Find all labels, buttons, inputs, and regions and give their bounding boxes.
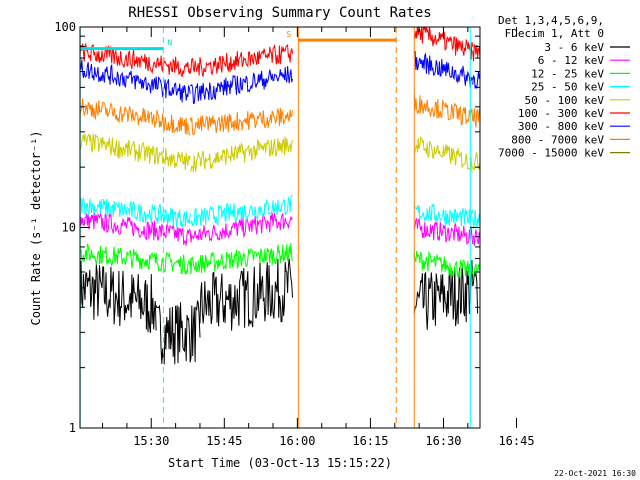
series-trace-0-1 [155,300,201,365]
series-trace-5-3 [433,31,474,60]
legend-entry-label: 25 - 50 keV [531,81,604,94]
x-tick-label: 15:45 [206,434,242,448]
series-trace-0-3 [413,260,479,330]
legend-header: Det 1,3,4,5,6,9, [498,14,604,27]
series-trace-7-1 [189,107,293,136]
series-trace-1-3 [472,229,480,247]
series-trace-3-3 [472,209,480,229]
legend-entry-label: 50 - 100 keV [525,94,605,107]
legend-entry-label: 7000 - 15000 keV [498,147,604,160]
series-trace-6-1 [189,65,293,105]
series-trace-3-2 [413,202,474,227]
legend-entry-label: 6 - 12 keV [538,54,605,67]
series-trace-4-0 [80,133,191,170]
x-tick-label: 15:30 [133,434,169,448]
series-trace-4-2 [413,135,474,173]
series-trace-1-2 [413,217,474,246]
legend-entry-label: 3 - 6 keV [544,41,604,54]
x-tick-label: 16:15 [352,434,388,448]
series-trace-2-0 [80,243,191,275]
series-trace-3-1 [189,194,293,227]
legend-entry-label: 800 - 7000 keV [511,133,604,146]
legend-header: FDecim 1, Att 0 [505,27,604,40]
series-trace-4-1 [189,136,293,173]
x-tick-label: 16:00 [279,434,315,448]
series-trace-5-1 [189,44,293,78]
legend-entry-label: 300 - 800 keV [518,120,604,133]
x-axis-label: Start Time (03-Oct-13 15:15:22) [168,456,392,470]
series-trace-0-2 [199,258,293,331]
series-trace-3-0 [80,196,191,228]
axes: 1 10 100 15:30 15:45 16:00 16:15 16:30 16:45 [54,20,534,448]
y-tick-label: 100 [54,20,76,34]
series-trace-5-0 [80,42,191,78]
series-trace-6-0 [80,59,191,103]
series-trace-2-1 [189,242,293,275]
series-trace-6-2 [413,50,474,88]
series-trace-5-2 [413,27,435,47]
series-trace-0-0 [80,260,157,333]
x-tick-label: 16:45 [498,434,534,448]
y-tick-label: 1 [69,421,76,435]
y-tick-label: 10 [62,221,76,235]
y-axis-label: Count Rate (s⁻¹ detector⁻¹) [29,130,43,325]
timestamp: 22-Oct-2021 16:30 [554,469,636,478]
chart-title: RHESSI Observing Summary Count Rates [128,5,431,21]
series-trace-1-0 [80,212,191,246]
series-trace-2-3 [472,260,480,282]
series-trace-7-2 [413,93,474,126]
legend-entry-label: 12 - 25 keV [531,67,604,80]
marker-label-0: N [167,39,172,48]
marker-label-1: S [286,30,291,39]
series-trace-2-2 [413,250,474,279]
legend: Det 1,3,4,5,6,9,FDecim 1, Att 03 - 6 keV… [498,14,630,160]
series-trace-7-0 [80,98,191,136]
series-trace-8-0 [536,397,551,435]
x-tick-label: 16:30 [425,434,461,448]
legend-entry-label: 100 - 300 keV [518,107,604,120]
